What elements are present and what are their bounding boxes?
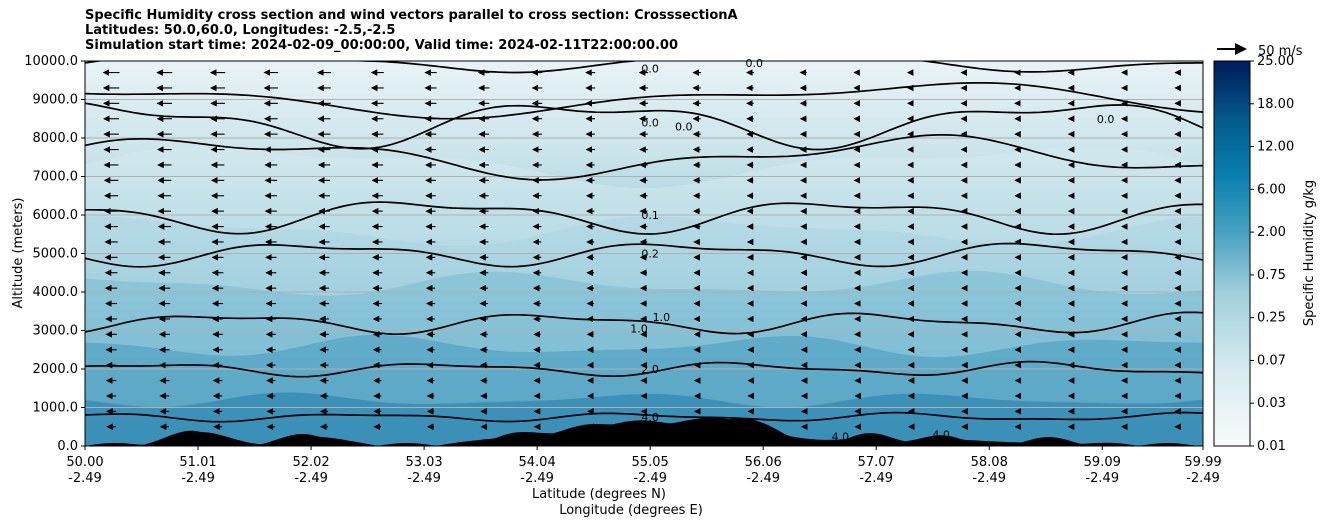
terrain [85, 417, 1203, 446]
y-tick-label: 10000.0 [24, 54, 78, 69]
y-tick-label: 5000.0 [33, 247, 79, 262]
chart-title: Specific Humidity cross section and wind… [85, 8, 738, 53]
x-tick-label-lat: 56.06 [745, 455, 782, 470]
x-tick-label-lat: 57.07 [858, 455, 895, 470]
y-axis: 0.0 1000.0 2000.0 3000.0 4000.0 5000.0 6000.0 7… [24, 54, 85, 454]
colorbar-tick-label: 0.25 [1257, 311, 1286, 326]
title-line-3: Simulation start time: 2024-02-09_00:00:… [85, 38, 678, 53]
colorbar-tick-label: 0.01 [1257, 439, 1286, 454]
y-tick-label: 8000.0 [33, 131, 79, 146]
colorbar-tick-label: 0.03 [1257, 396, 1286, 411]
contour-label: 4.0 [641, 411, 659, 424]
colorbar: 0.01 0.03 0.07 0.25 0.75 2.00 6.00 12.00 18.00 25… [1213, 54, 1317, 454]
colorbar-tick-label: 18.00 [1257, 97, 1294, 112]
x-tick-label-lat: 53.03 [405, 455, 442, 470]
y-tick-label: 7000.0 [33, 170, 79, 185]
x-tick-label-lon: -2.49 [1085, 471, 1119, 486]
wind-vectors [102, 69, 1181, 431]
contour-label: 0.0 [675, 120, 693, 133]
contour-label: 0.0 [641, 63, 659, 76]
colorbar-tick-label: 6.00 [1257, 182, 1286, 197]
contour-labels: 0.0 0.0 0.0 0.0 0.0 0.1 0.2 1.0 1.0 2.0 4.0 0 4.0 4.0 [630, 57, 1114, 443]
contour-label: 4.0 [832, 430, 850, 443]
x-tick-label-lon: -2.49 [294, 471, 328, 486]
colorbar-label: Specific Humidity g/kg [1302, 180, 1317, 326]
x-tick-label-lat: 54.04 [519, 455, 556, 470]
humidity-band [85, 270, 1203, 446]
humidity-band [85, 334, 1203, 446]
x-axis: 50.00-2.4951.01-2.4952.02-2.4953.03-2.49… [66, 446, 1222, 486]
title-line-2: Latitudes: 50.0,60.0, Longitudes: -2.5,-… [85, 23, 396, 38]
y-tick-label: 0.0 [57, 439, 78, 454]
title-line-1: Specific Humidity cross section and wind… [85, 8, 738, 23]
humidity-band [85, 146, 1203, 446]
x-tick-label-lon: -2.49 [1186, 471, 1220, 486]
x-tick-label-lat: 55.05 [632, 455, 669, 470]
contour-label: 0.0 [1097, 113, 1115, 126]
colorbar-tick-label: 25.00 [1257, 54, 1294, 69]
y-tick-label: 9000.0 [33, 93, 79, 108]
y-tick-label: 3000.0 [33, 324, 79, 339]
colorbar-tick-label: 0.75 [1257, 268, 1286, 283]
x-tick-label-lat: 59.99 [1184, 455, 1221, 470]
x-tick-label-lon: -2.49 [746, 471, 780, 486]
contour-label: 0 [714, 430, 721, 443]
colorbar-tick-label: 12.00 [1257, 140, 1294, 155]
humidity-band [85, 392, 1203, 446]
contour-label: 4.0 [932, 428, 950, 441]
x-tick-label-lat: 52.02 [292, 455, 329, 470]
x-tick-label-lon: -2.49 [633, 471, 667, 486]
x-tick-label-lon: -2.49 [68, 471, 102, 486]
x-axis-label-lat: Latitude (degrees N) [532, 487, 666, 502]
quiver-key-label: 50 m/s [1258, 44, 1303, 59]
x-tick-label-lon: -2.49 [972, 471, 1006, 486]
quiver-key: 50 m/s [1217, 43, 1303, 59]
x-tick-label-lat: 50.00 [66, 455, 103, 470]
colorbar-tick-label: 2.00 [1257, 225, 1286, 240]
y-axis-label: Altitude (meters) [11, 198, 26, 309]
gridlines [85, 99, 1203, 408]
contour-line [85, 81, 1203, 120]
contour-label: 0.2 [641, 248, 659, 261]
y-tick-label: 2000.0 [33, 362, 79, 377]
contour-label: 1.0 [653, 311, 671, 324]
y-tick-label: 4000.0 [33, 285, 79, 300]
contour-label: 1.0 [630, 323, 648, 336]
y-tick-label: 6000.0 [33, 208, 79, 223]
colorbar-bar [1213, 60, 1251, 447]
x-tick-label-lon: -2.49 [520, 471, 554, 486]
x-axis-label-lon: Longitude (degrees E) [559, 503, 703, 518]
contour-label: 0.0 [745, 57, 763, 70]
colorbar-tick-label: 0.07 [1257, 353, 1286, 368]
x-tick-label-lon: -2.49 [181, 471, 215, 486]
x-tick-label-lat: 59.09 [1084, 455, 1121, 470]
contour-label: 2.0 [641, 363, 659, 376]
contour-line [85, 102, 1203, 151]
x-tick-label-lon: -2.49 [859, 471, 893, 486]
contour-label: 0.0 [641, 117, 659, 130]
x-tick-label-lat: 51.01 [179, 455, 216, 470]
y-tick-label: 1000.0 [33, 401, 79, 416]
x-tick-label-lat: 58.08 [971, 455, 1008, 470]
contour-label: 0.1 [641, 209, 659, 222]
contour-line [85, 411, 1203, 423]
x-tick-label-lon: -2.49 [407, 471, 441, 486]
